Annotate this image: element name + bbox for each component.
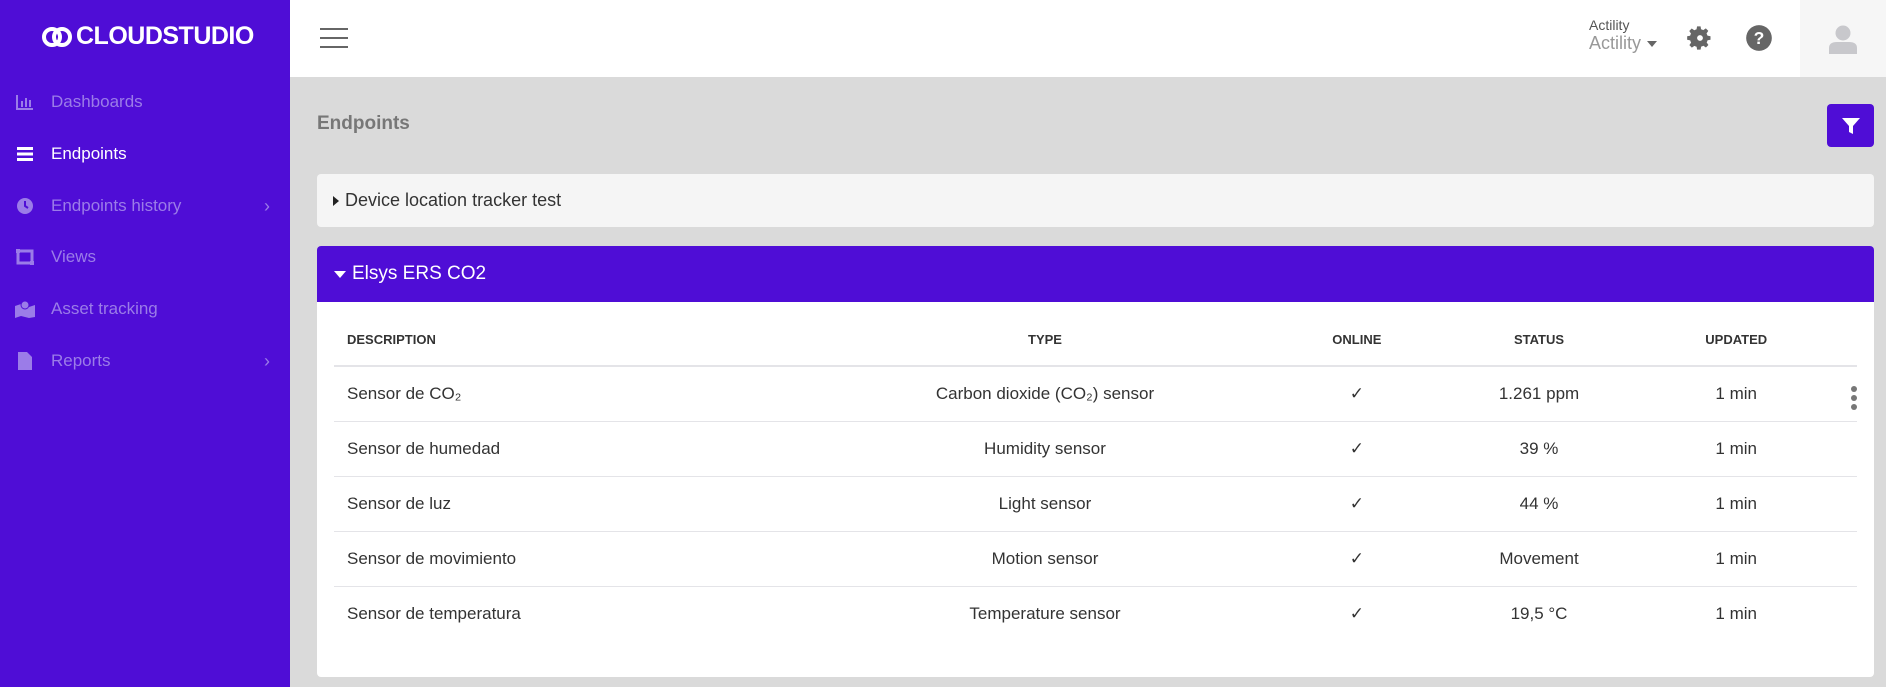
sidebar-item-label: Asset tracking [51,299,158,318]
cell-description: Sensor de temperatura [347,603,521,623]
endpoints-table: DESCRIPTION TYPE ONLINE STATUS UPDATED S… [334,314,1857,641]
cell-updated: 1 min [1621,421,1851,477]
sidebar-item-label: Endpoints [51,144,127,163]
chevron-right-icon: › [264,350,270,371]
group-name: Device location tracker test [345,190,562,210]
cell-type: Temperature sensor [969,603,1121,623]
org-value: Actility [1589,33,1642,53]
views-icon [14,249,36,265]
cell-online: ✓ [1257,531,1457,587]
cloudstudio-logo-icon [42,26,72,47]
column-header-type[interactable]: TYPE [832,314,1258,367]
cell-type: Carbon dioxide (CO₂) sensor [832,366,1258,422]
brand-name: CLOUDSTUDIO [76,22,254,50]
group-panel-elsys-ers-co2: Elsys ERS CO2 DESCRIPTION TYPE ONLINE ST… [317,246,1874,677]
caret-right-icon [333,195,339,206]
cell-status: 44 % [1456,476,1622,532]
sidebar-item-endpoints-history[interactable]: Endpoints history › [0,184,290,228]
file-icon [14,352,36,370]
cell-status: Movement [1456,531,1622,587]
cell-online: ✓ [1257,421,1457,477]
org-label: Actility [1589,17,1630,33]
table-row[interactable]: Sensor de movimiento Motion sensor ✓ Moveme… [334,531,1857,587]
bar-chart-icon [14,94,36,110]
sidebar-item-reports[interactable]: Reports › [0,339,290,383]
filter-button[interactable] [1827,104,1874,147]
cell-type: Humidity sensor [832,421,1258,477]
cell-description: Sensor de movimiento [334,531,833,587]
sidebar-item-label: Dashboards [51,92,143,111]
cell-updated: 1 min [1715,603,1757,623]
sidebar-item-label: Views [51,247,97,266]
table-row[interactable]: Sensor de humedad Humidity sensor ✓ 39 % 1 m… [334,421,1857,477]
cell-description: Sensor de CO₂ [334,366,833,422]
cell-status: 39 % [1456,421,1622,477]
table-row[interactable]: Sensor de luz Light sensor ✓ 44 % 1 min [334,476,1857,532]
cell-actions [1851,586,1857,641]
cell-type: Light sensor [832,476,1258,532]
column-header-updated[interactable]: UPDATED [1621,314,1851,367]
cell-actions [1851,531,1857,587]
logo[interactable]: CLOUDSTUDIO [42,22,254,51]
filter-icon [1841,117,1860,134]
page-title: Endpoints [317,113,410,134]
clock-icon [14,197,36,215]
cell-description: Sensor de luz [334,476,833,532]
table-row[interactable]: Sensor de temperatura Temperature sensor ✓… [334,586,1857,641]
list-icon [14,147,36,161]
cell-online: ✓ [1349,603,1364,623]
sidebar: CLOUDSTUDIO Dashboards Endpoints Endpoin… [0,0,290,687]
cell-actions [1851,421,1857,477]
group-header-elsys-ers-co2[interactable]: Elsys ERS CO2 [317,246,1874,302]
cell-description: Sensor de humedad [334,421,833,477]
sidebar-item-dashboards[interactable]: Dashboards [0,80,290,124]
group-header-device-location-tracker-test[interactable]: Device location tracker test [317,174,1874,227]
user-icon [1829,25,1857,54]
cell-status: 1.261 ppm [1456,366,1622,422]
sidebar-item-endpoints[interactable]: Endpoints [0,132,290,176]
table-row[interactable]: Sensor de CO₂ Carbon dioxide (CO₂) sensor… [334,366,1857,422]
help-icon[interactable]: ? [1745,24,1773,52]
sidebar-item-label: Reports [51,351,111,370]
column-header-actions [1851,314,1857,367]
sidebar-item-label: Endpoints history [51,196,182,215]
map-marker-icon [14,300,36,318]
chevron-right-icon: › [264,195,270,216]
cell-online: ✓ [1257,366,1457,422]
caret-down-icon [1647,40,1658,47]
top-header: Actility Actility ? [290,0,1886,77]
sidebar-item-views[interactable]: Views [0,235,290,279]
more-options-icon[interactable] [1851,386,1857,411]
svg-text:?: ? [1754,28,1765,48]
cell-type: Motion sensor [832,531,1258,587]
caret-down-icon [334,270,346,278]
cell-actions [1851,476,1857,532]
column-header-online[interactable]: ONLINE [1257,314,1457,367]
cell-status: 19,5 °C [1510,603,1568,623]
organization-selector[interactable]: Actility Actility [1589,17,1658,54]
cell-online: ✓ [1257,476,1457,532]
user-avatar[interactable] [1800,0,1886,77]
column-header-status[interactable]: STATUS [1456,314,1622,367]
column-header-description[interactable]: DESCRIPTION [334,314,833,367]
cell-updated: 1 min [1621,531,1851,587]
group-name: Elsys ERS CO2 [352,263,487,284]
gear-icon[interactable] [1686,24,1714,52]
cell-updated: 1 min [1621,476,1851,532]
sidebar-item-asset-tracking[interactable]: Asset tracking [0,287,290,331]
hamburger-menu-icon[interactable] [320,28,348,48]
cell-actions [1851,366,1857,422]
table-header-row: DESCRIPTION TYPE ONLINE STATUS UPDATED [334,314,1857,367]
cell-updated: 1 min [1621,366,1851,422]
